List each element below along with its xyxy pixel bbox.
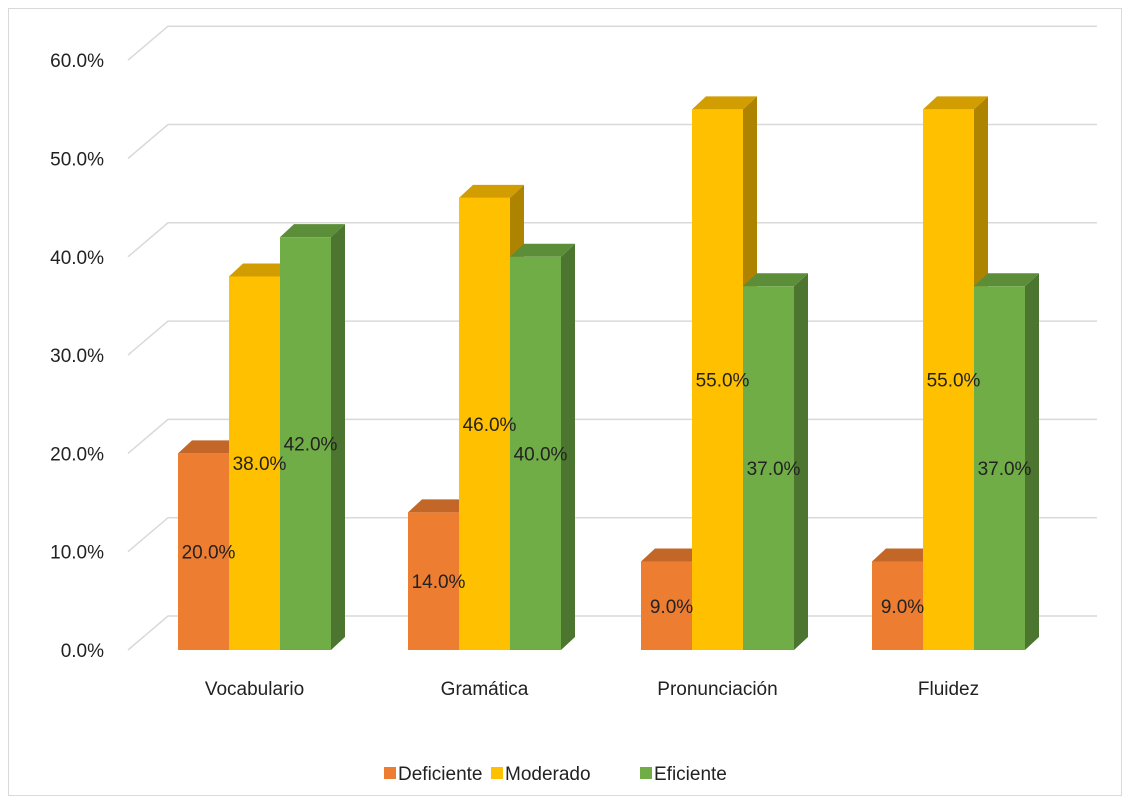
y-tick-label: 0.0%: [61, 641, 104, 662]
y-tick-label: 10.0%: [50, 543, 104, 564]
y-tick-label: 30.0%: [50, 346, 104, 367]
data-label: 9.0%: [881, 597, 924, 618]
data-label: 46.0%: [463, 415, 517, 436]
bar-eficiente-3: [974, 286, 1025, 650]
legend-swatch-deficiente: [384, 767, 396, 779]
legend-label: Moderado: [505, 764, 591, 785]
bar-deficiente-1: [408, 512, 459, 650]
y-tick-label: 20.0%: [50, 444, 104, 465]
bar-moderado-0: [229, 276, 280, 650]
bar-top-moderado: [923, 96, 988, 110]
bar-top-deficiente: [872, 548, 937, 562]
bar-top-eficiente: [280, 224, 345, 238]
legend-label: Eficiente: [654, 764, 727, 785]
bar-moderado-2: [692, 109, 743, 651]
bar-side-eficiente: [794, 273, 808, 650]
bar-top-moderado: [229, 263, 294, 277]
gridline: [127, 25, 1097, 61]
data-label: 37.0%: [747, 459, 801, 480]
x-tick-label: Vocabulario: [205, 679, 304, 700]
data-labels: 20.0% 38.0%42.0% 14.0% 46.0% 40.0% 9.0% 55.0% 3…: [182, 371, 1032, 618]
bar-top-deficiente: [408, 499, 473, 513]
bar-deficiente-0: [178, 453, 229, 650]
bar-deficiente-3: [872, 561, 923, 650]
data-label: 14.0%: [412, 572, 466, 593]
x-tick-label: Pronunciación: [657, 679, 777, 700]
data-label: 9.0%: [650, 597, 693, 618]
y-tick-label: 60.0%: [50, 51, 104, 72]
bar-eficiente-2: [743, 286, 794, 650]
bar-side-eficiente: [561, 243, 575, 651]
data-label: 55.0%: [927, 371, 981, 392]
x-tick-label: Gramática: [441, 679, 529, 700]
data-label: 20.0%: [182, 543, 236, 564]
data-label: 38.0%: [233, 454, 287, 475]
data-label: 40.0%: [514, 444, 568, 465]
bar-top-eficiente: [974, 273, 1039, 287]
x-tick-label: Fluidez: [918, 679, 979, 700]
bar-eficiente-0: [280, 237, 331, 650]
bar-side-eficiente: [1025, 273, 1039, 650]
bar-eficiente-1: [510, 256, 561, 650]
data-label: 37.0%: [978, 459, 1032, 480]
bar-top-moderado: [459, 184, 524, 198]
bar-side-eficiente: [331, 224, 345, 650]
bar-moderado-1: [459, 197, 510, 650]
data-label: 55.0%: [696, 371, 750, 392]
x-axis: Vocabulario Gramática Pronunciación Fluidez: [205, 679, 979, 700]
data-label: 42.0%: [284, 435, 338, 456]
legend-swatch-moderado: [491, 767, 503, 779]
bar-deficiente-2: [641, 561, 692, 650]
legend-label: Deficiente: [398, 764, 483, 785]
legend: Deficiente Moderado Eficiente: [384, 764, 727, 785]
bar-top-deficiente: [641, 548, 706, 562]
y-axis: 0.0% 10.0% 20.0% 30.0% 40.0% 50.0% 60.0%: [50, 51, 104, 662]
bar-top-eficiente: [510, 243, 575, 257]
bar-top-moderado: [692, 96, 757, 110]
y-tick-label: 40.0%: [50, 248, 104, 269]
bars: [178, 96, 1039, 651]
gridline: [127, 123, 1097, 160]
bar-moderado-3: [923, 109, 974, 651]
bar-top-eficiente: [743, 273, 808, 287]
y-tick-label: 50.0%: [50, 150, 104, 171]
legend-swatch-eficiente: [640, 767, 652, 779]
gridline: [127, 222, 1097, 258]
bar-top-deficiente: [178, 440, 243, 454]
